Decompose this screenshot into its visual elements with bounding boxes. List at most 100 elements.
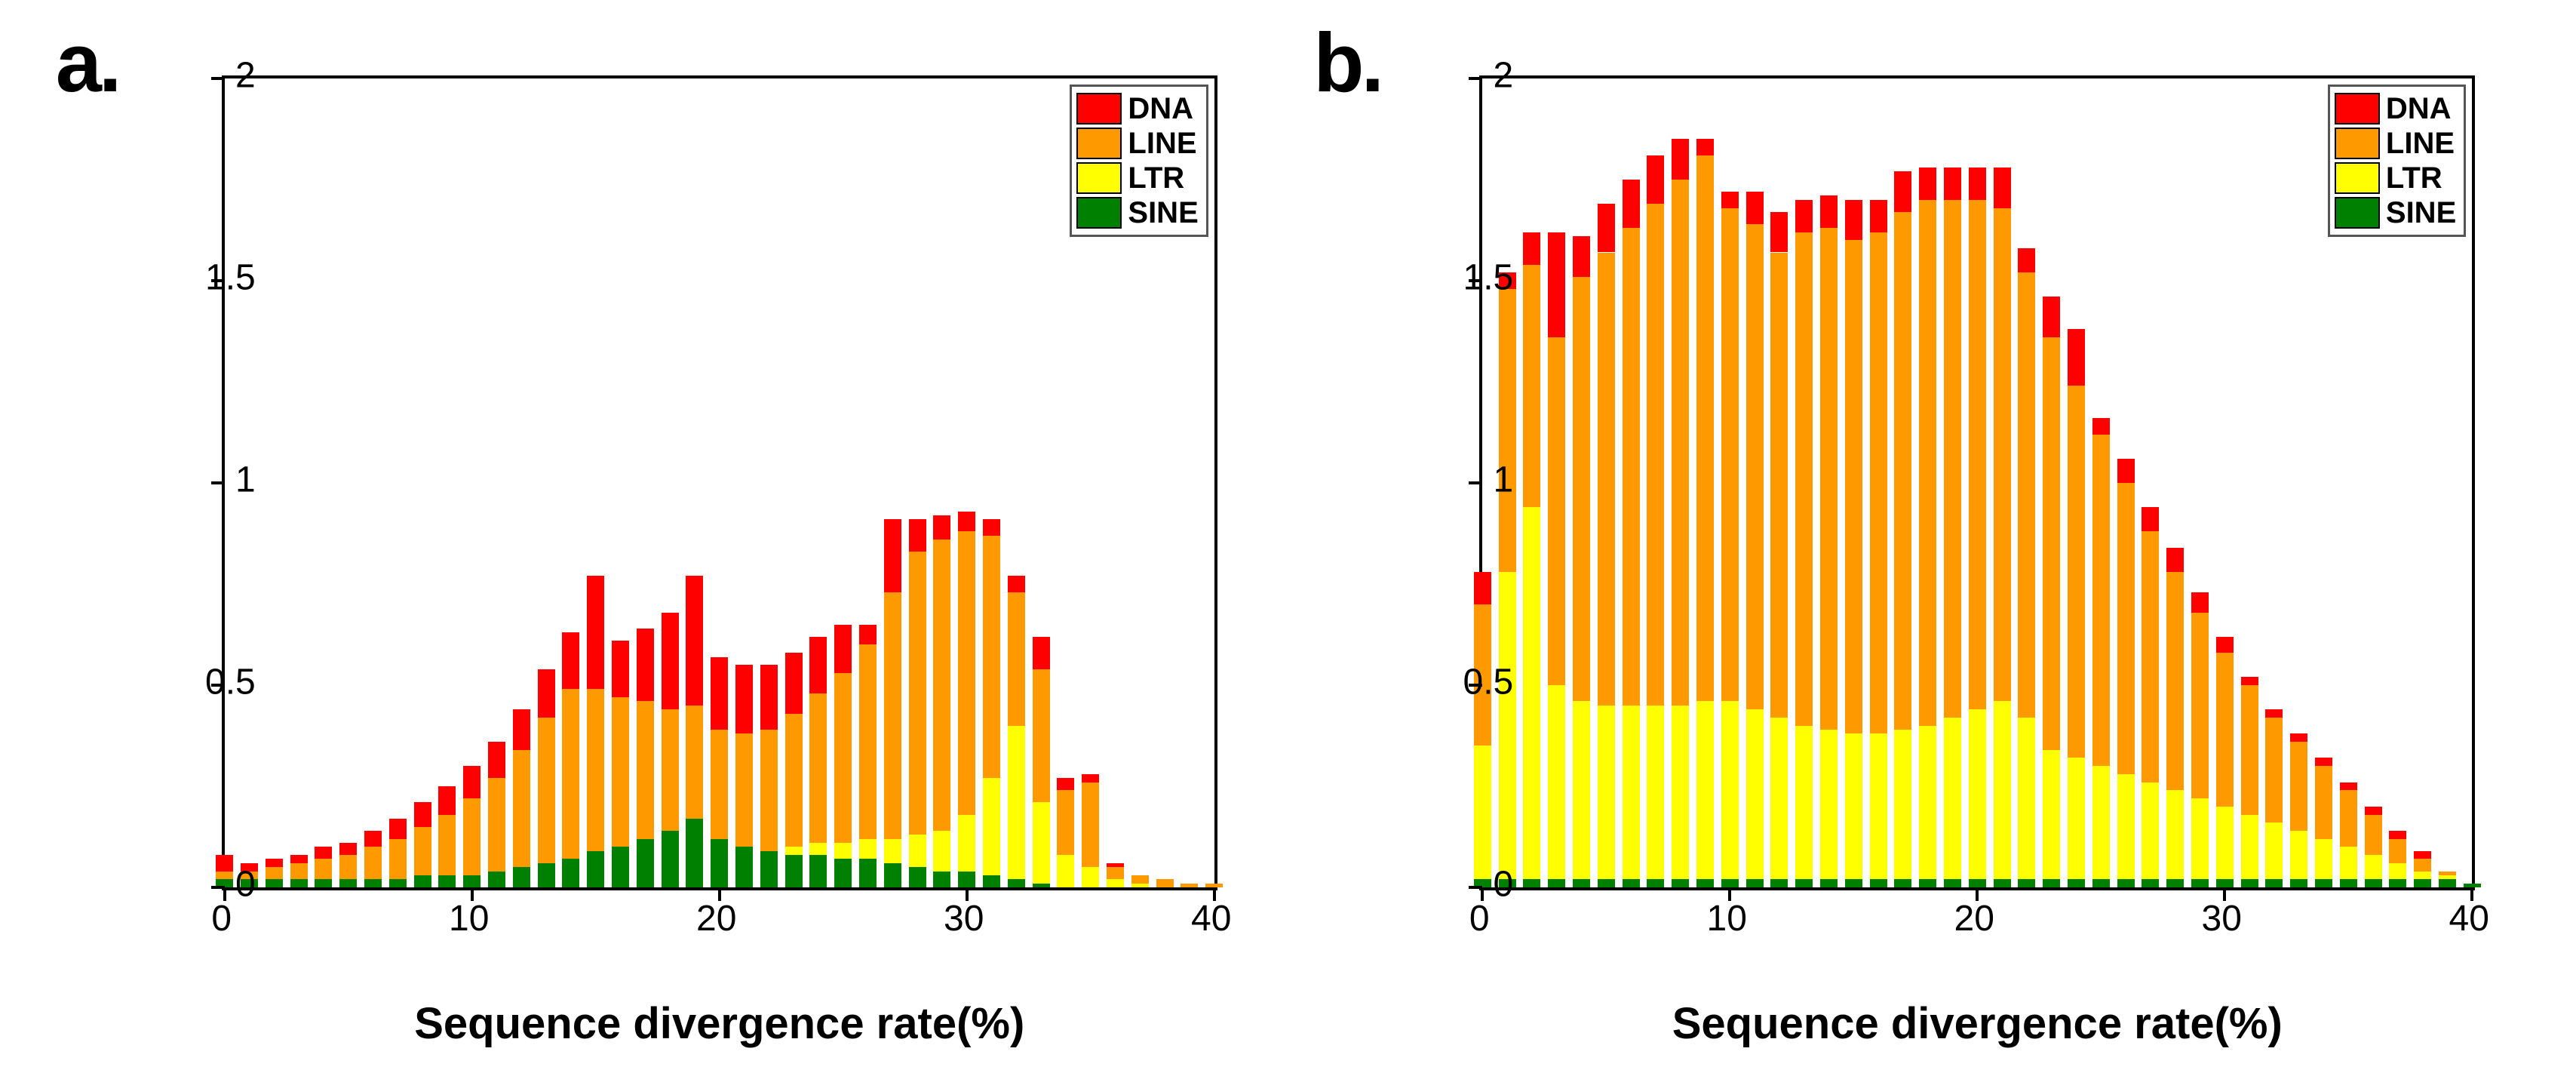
bar-segment-dna — [1623, 180, 1640, 228]
legend-label: SINE — [2386, 196, 2456, 230]
bar-segment-sine — [2117, 879, 2135, 887]
bar-segment-line — [958, 531, 975, 814]
bar-segment-sine — [2142, 879, 2159, 887]
bar-segment-ltr — [2166, 790, 2184, 879]
bar-segment-ltr — [2439, 875, 2456, 879]
bar-segment-ltr — [1795, 726, 1813, 880]
bar-segment-dna — [1770, 212, 1788, 253]
bar-segment-line — [2414, 859, 2431, 871]
bar-segment-dna — [1746, 192, 1764, 224]
bar-segment-sine — [612, 847, 629, 887]
panel-a-xlabel: Sequence divergence rate(%) — [222, 998, 1217, 1049]
bar-segment-sine — [2018, 879, 2035, 887]
bar-segment-ltr — [2117, 774, 2135, 879]
xtick-label: 40 — [1191, 898, 1231, 939]
bar-segment-line — [1820, 228, 1838, 730]
bar-segment-dna — [2166, 548, 2184, 572]
bar-segment-dna — [414, 802, 431, 826]
bar-segment-line — [1845, 240, 1862, 733]
bar-segment-line — [2290, 742, 2307, 831]
bar-segment-line — [884, 592, 901, 839]
bar-segment-ltr — [1008, 726, 1025, 880]
bar-segment-line — [463, 798, 481, 875]
bar-segment-ltr — [1057, 855, 1074, 887]
bar-segment-dna — [438, 786, 456, 815]
bar-segment-sine — [2068, 879, 2085, 887]
bar-segment-dna — [834, 625, 852, 673]
bar-segment-line — [1696, 155, 1714, 702]
bar-segment-line — [1721, 208, 1739, 702]
figure-container: a. Percentage of genome(%) DNALINELTRSIN… — [0, 0, 2576, 1073]
bar-segment-sine — [1033, 884, 1050, 887]
bar-segment-sine — [2340, 879, 2357, 887]
bar-segment-ltr — [1870, 733, 1887, 879]
bar-segment-dna — [760, 665, 778, 730]
legend-label: LINE — [1128, 127, 1196, 161]
xtick-label: 0 — [211, 898, 232, 939]
bar-segment-line — [2068, 386, 2085, 758]
bar-segment-dna — [637, 629, 654, 701]
panel-a-legend: DNALINELTRSINE — [1070, 85, 1208, 237]
bar-segment-sine — [1969, 879, 1986, 887]
bar-segment-sine — [637, 839, 654, 887]
bar-segment-sine — [2414, 879, 2431, 887]
bar-segment-ltr — [1523, 507, 1540, 879]
bar-segment-dna — [1647, 155, 1664, 204]
bar-segment-dna — [859, 625, 877, 645]
bar-segment-dna — [2365, 807, 2382, 815]
bar-segment-dna — [1008, 576, 1025, 592]
legend-row-dna: DNA — [1076, 91, 1198, 126]
bar-segment-sine — [983, 875, 1000, 887]
bar-segment-ltr — [1131, 884, 1149, 887]
bar-segment-line — [266, 867, 283, 879]
bar-segment-dna — [662, 613, 679, 710]
bar-segment-ltr — [1919, 726, 1936, 880]
bar-segment-line — [2365, 815, 2382, 856]
ytick-label: 1.5 — [180, 257, 256, 299]
bar-segment-sine — [1008, 879, 1025, 887]
bar-segment-sine — [1548, 879, 1565, 887]
bar-segment-line — [933, 540, 950, 831]
bar-segment-dna — [686, 576, 703, 706]
legend-label: LTR — [1128, 161, 1184, 195]
legend-swatch — [2335, 128, 2380, 159]
bar-segment-ltr — [958, 815, 975, 872]
bar-segment-sine — [1573, 879, 1590, 887]
bar-segment-dna — [1573, 236, 1590, 277]
bar-segment-line — [2166, 572, 2184, 790]
bar-segment-dna — [1033, 637, 1050, 669]
bar-segment-sine — [1795, 879, 1813, 887]
legend-row-sine: SINE — [2335, 195, 2456, 230]
bar-segment-line — [1672, 180, 1689, 706]
bar-segment-ltr — [1721, 701, 1739, 879]
bar-segment-line — [1499, 289, 1516, 572]
bar-segment-ltr — [2340, 847, 2357, 879]
legend-label: SINE — [1128, 196, 1198, 230]
bar-segment-dna — [339, 843, 357, 855]
legend-label: LTR — [2386, 161, 2442, 195]
bar-segment-dna — [1107, 863, 1124, 867]
panel-a: a. Percentage of genome(%) DNALINELTRSIN… — [56, 15, 1263, 1056]
bar-segment-sine — [785, 855, 803, 887]
bar-segment-sine — [538, 863, 555, 887]
bar-segment-dna — [612, 641, 629, 697]
bar-segment-ltr — [1820, 730, 1838, 879]
bar-segment-sine — [884, 863, 901, 887]
bar-segment-line — [1647, 204, 1664, 706]
bar-segment-dna — [290, 855, 308, 863]
legend-label: DNA — [1128, 92, 1193, 126]
panel-b-bars — [1482, 78, 2472, 887]
bar-segment-sine — [2166, 879, 2184, 887]
legend-swatch — [1076, 197, 1122, 229]
bar-segment-line — [1156, 879, 1174, 887]
bar-segment-line — [1795, 232, 1813, 726]
bar-segment-ltr — [2043, 750, 2060, 880]
bar-segment-line — [315, 859, 332, 879]
bar-segment-ltr — [785, 847, 803, 855]
bar-segment-sine — [339, 879, 357, 887]
bar-segment-sine — [760, 851, 778, 887]
bar-segment-dna — [909, 519, 926, 552]
bar-segment-line — [2092, 435, 2110, 767]
bar-segment-line — [2142, 531, 2159, 782]
bar-segment-sine — [290, 879, 308, 887]
